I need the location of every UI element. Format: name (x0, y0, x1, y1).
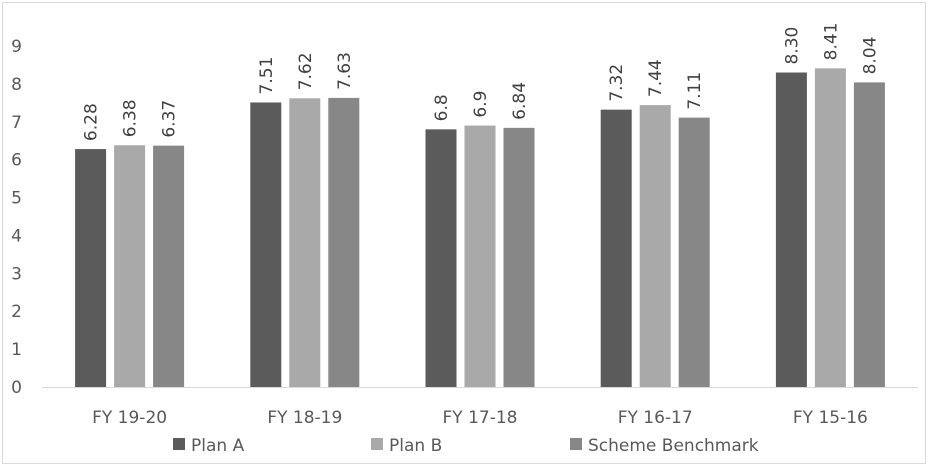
bar (75, 149, 107, 387)
y-tick-label: 8 (11, 75, 22, 95)
legend-label: Scheme Benchmark (588, 436, 759, 456)
y-tick-label: 7 (11, 113, 22, 133)
bar (503, 127, 535, 387)
bar (814, 68, 846, 388)
data-label: 8.04 (860, 37, 880, 75)
y-tick-label: 5 (11, 189, 22, 209)
bar (328, 97, 360, 387)
y-tick-label: 1 (11, 340, 22, 360)
data-label: 6.9 (471, 91, 491, 118)
legend-label: Plan A (191, 436, 245, 456)
y-axis-ticks: 0 1 2 3 4 5 6 7 8 9 (11, 37, 22, 398)
data-label: 6.84 (510, 82, 530, 120)
legend: Plan A Plan B Scheme Benchmark (173, 436, 759, 456)
bar (153, 145, 185, 387)
bar (853, 82, 885, 387)
bar (600, 109, 632, 388)
bar (639, 105, 671, 388)
x-tick-label: FY 19-20 (92, 408, 167, 428)
bar (678, 117, 710, 388)
data-label: 7.62 (296, 52, 316, 90)
y-tick-label: 4 (11, 226, 22, 246)
data-label: 7.32 (607, 64, 627, 102)
data-labels: 6.28 6.38 6.37 7.51 7.62 7.63 6.8 6.9 6.84 7.32 7.… (82, 22, 881, 141)
legend-swatch (570, 438, 582, 450)
data-label: 6.38 (121, 99, 141, 137)
bar (464, 125, 496, 388)
legend-swatch (371, 438, 383, 450)
data-label: 7.63 (335, 52, 355, 90)
legend-label: Plan B (389, 436, 442, 456)
data-label: 6.8 (432, 94, 452, 121)
bar (425, 129, 457, 387)
y-tick-label: 0 (11, 378, 22, 398)
data-label: 8.30 (782, 27, 802, 65)
data-label: 7.44 (646, 59, 666, 97)
data-label: 7.11 (685, 72, 705, 110)
legend-swatch (173, 438, 185, 450)
x-tick-label: FY 15-16 (793, 408, 868, 428)
data-label: 8.41 (821, 22, 841, 60)
data-label: 6.37 (160, 100, 180, 138)
bars (75, 68, 885, 388)
x-axis-categories: FY 19-20 FY 18-19 FY 17-18 FY 16-17 FY 15-16 (92, 408, 868, 428)
bar (114, 145, 146, 387)
y-tick-label: 6 (11, 151, 22, 171)
data-label: 7.51 (257, 57, 277, 95)
x-tick-label: FY 17-18 (443, 408, 518, 428)
y-tick-label: 3 (11, 264, 22, 284)
x-tick-label: FY 16-17 (618, 408, 693, 428)
bar (250, 102, 282, 388)
bar (775, 72, 807, 388)
y-tick-label: 2 (11, 302, 22, 322)
y-tick-label: 9 (11, 37, 22, 57)
x-tick-label: FY 18-19 (267, 408, 342, 428)
data-label: 6.28 (82, 103, 102, 141)
bar (289, 98, 321, 387)
